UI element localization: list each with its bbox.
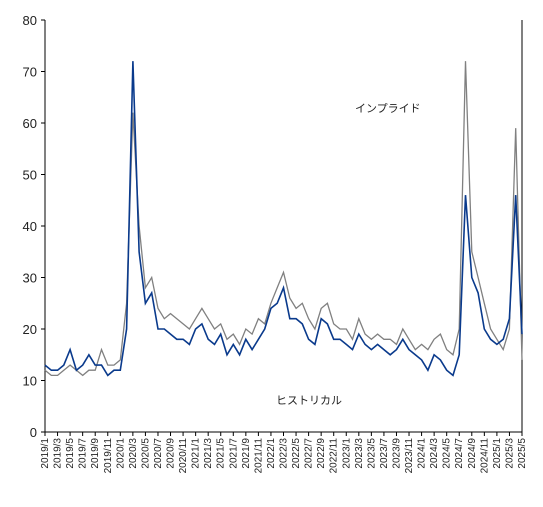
x-tick-label: 2022/11: [329, 438, 340, 474]
x-tick-label: 2019/3: [53, 438, 64, 469]
y-tick-label: 80: [23, 13, 37, 28]
y-tick-label: 30: [23, 271, 37, 286]
x-tick-label: 2021/9: [241, 438, 252, 469]
x-tick-label: 2023/5: [366, 438, 377, 469]
y-tick-label: 10: [23, 374, 37, 389]
x-tick-label: 2024/11: [479, 438, 490, 474]
x-tick-label: 2019/9: [90, 438, 101, 469]
series-line: [44, 61, 523, 377]
x-tick-label: 2022/9: [316, 438, 327, 469]
x-tick-label: 2023/3: [354, 438, 365, 469]
x-tick-label: 2023/7: [379, 438, 390, 469]
x-tick-label: 2021/3: [203, 438, 214, 469]
y-tick-label: 70: [23, 65, 37, 80]
x-tick-label: 2021/7: [228, 438, 239, 469]
x-tick-label: 2020/7: [153, 438, 164, 469]
x-tick-label: 2021/5: [216, 438, 227, 469]
x-tick-label: 2021/11: [253, 438, 264, 474]
x-tick-label: 2021/1: [191, 438, 202, 469]
x-tick-label: 2022/5: [291, 438, 302, 469]
series-annotation: ヒストリカル: [276, 394, 342, 407]
x-tick-label: 2019/5: [65, 438, 76, 469]
x-tick-label: 2020/11: [178, 438, 189, 474]
y-tick-label: 20: [23, 322, 37, 337]
x-tick-label: 2025/3: [504, 438, 515, 469]
x-tick-label: 2024/7: [454, 438, 465, 469]
x-tick-label: 2019/7: [78, 438, 89, 469]
x-tick-label: 2025/1: [492, 438, 503, 469]
y-tick-label: 0: [30, 425, 37, 440]
x-tick-label: 2023/11: [404, 438, 415, 474]
x-tick-label: 2022/3: [279, 438, 290, 469]
x-tick-label: 2020/3: [128, 438, 139, 469]
x-tick-label: 2020/9: [166, 438, 177, 469]
x-tick-label: 2022/1: [266, 438, 277, 469]
x-tick-label: 2019/11: [103, 438, 114, 474]
x-tick-label: 2019/1: [40, 438, 51, 469]
x-tick-label: 2024/3: [429, 438, 440, 469]
x-tick-label: 2024/9: [467, 438, 478, 469]
x-tick-label: 2025/5: [517, 438, 528, 469]
x-tick-label: 2024/1: [417, 438, 428, 469]
x-tick-label: 2023/9: [391, 438, 402, 469]
y-tick-label: 40: [23, 219, 37, 234]
series-line: [44, 61, 523, 377]
x-tick-label: 2020/5: [140, 438, 151, 469]
y-tick-label: 60: [23, 116, 37, 131]
x-tick-label: 2023/1: [341, 438, 352, 469]
y-tick-label: 50: [23, 168, 37, 183]
series-annotation: インプライド: [355, 102, 421, 115]
x-tick-label: 2022/7: [304, 438, 315, 469]
x-tick-label: 2024/5: [442, 438, 453, 469]
x-tick-label: 2020/1: [115, 438, 126, 469]
